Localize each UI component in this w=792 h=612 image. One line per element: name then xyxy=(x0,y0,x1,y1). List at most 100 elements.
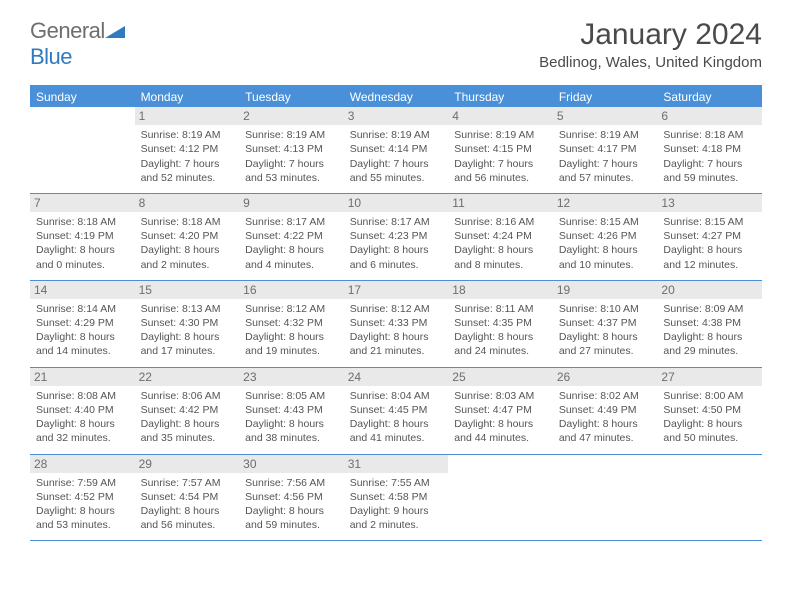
daylight-line-1: Daylight: 8 hours xyxy=(350,417,443,431)
daylight-line-1: Daylight: 7 hours xyxy=(141,157,234,171)
daylight-line-1: Daylight: 8 hours xyxy=(559,417,652,431)
daylight-line-2: and 17 minutes. xyxy=(141,344,234,358)
daylight-line-2: and 8 minutes. xyxy=(454,258,547,272)
logo: General Blue xyxy=(30,18,125,70)
sunrise-line: Sunrise: 8:05 AM xyxy=(245,389,338,403)
daylight-line-2: and 47 minutes. xyxy=(559,431,652,445)
daylight-line-2: and 19 minutes. xyxy=(245,344,338,358)
sunrise-line: Sunrise: 8:08 AM xyxy=(36,389,129,403)
sunrise-line: Sunrise: 8:13 AM xyxy=(141,302,234,316)
day-cell: 7Sunrise: 8:18 AMSunset: 4:19 PMDaylight… xyxy=(30,194,135,280)
daylight-line-1: Daylight: 8 hours xyxy=(245,330,338,344)
day-number: 20 xyxy=(657,281,762,299)
daylight-line-2: and 50 minutes. xyxy=(663,431,756,445)
day-cell: 5Sunrise: 8:19 AMSunset: 4:17 PMDaylight… xyxy=(553,107,658,193)
daylight-line-1: Daylight: 8 hours xyxy=(141,417,234,431)
daylight-line-2: and 52 minutes. xyxy=(141,171,234,185)
day-cell: 17Sunrise: 8:12 AMSunset: 4:33 PMDayligh… xyxy=(344,281,449,367)
day-number: 1 xyxy=(135,107,240,125)
sunrise-line: Sunrise: 8:19 AM xyxy=(350,128,443,142)
day-number: 24 xyxy=(344,368,449,386)
daylight-line-2: and 27 minutes. xyxy=(559,344,652,358)
daylight-line-1: Daylight: 8 hours xyxy=(141,243,234,257)
sunset-line: Sunset: 4:38 PM xyxy=(663,316,756,330)
day-of-week-header: Wednesday xyxy=(344,87,449,107)
sunset-line: Sunset: 4:14 PM xyxy=(350,142,443,156)
day-number: 11 xyxy=(448,194,553,212)
day-number: 21 xyxy=(30,368,135,386)
day-cell: 29Sunrise: 7:57 AMSunset: 4:54 PMDayligh… xyxy=(135,455,240,541)
day-number: 19 xyxy=(553,281,658,299)
daylight-line-1: Daylight: 8 hours xyxy=(663,417,756,431)
day-of-week-row: SundayMondayTuesdayWednesdayThursdayFrid… xyxy=(30,87,762,107)
sunset-line: Sunset: 4:26 PM xyxy=(559,229,652,243)
daylight-line-1: Daylight: 8 hours xyxy=(454,417,547,431)
daylight-line-1: Daylight: 8 hours xyxy=(245,504,338,518)
daylight-line-2: and 55 minutes. xyxy=(350,171,443,185)
sunrise-line: Sunrise: 7:56 AM xyxy=(245,476,338,490)
month-title: January 2024 xyxy=(539,18,762,52)
daylight-line-1: Daylight: 8 hours xyxy=(663,330,756,344)
daylight-line-1: Daylight: 8 hours xyxy=(141,330,234,344)
daylight-line-1: Daylight: 8 hours xyxy=(454,243,547,257)
week-row: 21Sunrise: 8:08 AMSunset: 4:40 PMDayligh… xyxy=(30,368,762,455)
day-of-week-header: Tuesday xyxy=(239,87,344,107)
day-number: 3 xyxy=(344,107,449,125)
sunset-line: Sunset: 4:58 PM xyxy=(350,490,443,504)
sunrise-line: Sunrise: 8:17 AM xyxy=(245,215,338,229)
sunset-line: Sunset: 4:40 PM xyxy=(36,403,129,417)
day-cell: 28Sunrise: 7:59 AMSunset: 4:52 PMDayligh… xyxy=(30,455,135,541)
sunset-line: Sunset: 4:47 PM xyxy=(454,403,547,417)
day-cell: 27Sunrise: 8:00 AMSunset: 4:50 PMDayligh… xyxy=(657,368,762,454)
sunset-line: Sunset: 4:45 PM xyxy=(350,403,443,417)
title-block: January 2024 Bedlinog, Wales, United Kin… xyxy=(539,18,762,71)
daylight-line-1: Daylight: 8 hours xyxy=(141,504,234,518)
week-row: 1Sunrise: 8:19 AMSunset: 4:12 PMDaylight… xyxy=(30,107,762,194)
daylight-line-2: and 14 minutes. xyxy=(36,344,129,358)
day-cell: 10Sunrise: 8:17 AMSunset: 4:23 PMDayligh… xyxy=(344,194,449,280)
sunset-line: Sunset: 4:50 PM xyxy=(663,403,756,417)
sunrise-line: Sunrise: 8:18 AM xyxy=(663,128,756,142)
day-cell xyxy=(30,107,135,193)
sunrise-line: Sunrise: 8:10 AM xyxy=(559,302,652,316)
sunrise-line: Sunrise: 7:57 AM xyxy=(141,476,234,490)
daylight-line-1: Daylight: 8 hours xyxy=(350,243,443,257)
daylight-line-2: and 12 minutes. xyxy=(663,258,756,272)
daylight-line-2: and 44 minutes. xyxy=(454,431,547,445)
sunrise-line: Sunrise: 8:15 AM xyxy=(559,215,652,229)
sunrise-line: Sunrise: 8:15 AM xyxy=(663,215,756,229)
day-cell xyxy=(448,455,553,541)
logo-text: General Blue xyxy=(30,18,125,70)
daylight-line-1: Daylight: 7 hours xyxy=(350,157,443,171)
day-number: 9 xyxy=(239,194,344,212)
logo-triangle-icon xyxy=(105,24,125,40)
day-cell: 16Sunrise: 8:12 AMSunset: 4:32 PMDayligh… xyxy=(239,281,344,367)
day-number: 18 xyxy=(448,281,553,299)
daylight-line-1: Daylight: 9 hours xyxy=(350,504,443,518)
sunrise-line: Sunrise: 8:18 AM xyxy=(36,215,129,229)
daylight-line-1: Daylight: 8 hours xyxy=(36,417,129,431)
daylight-line-2: and 38 minutes. xyxy=(245,431,338,445)
daylight-line-1: Daylight: 8 hours xyxy=(559,330,652,344)
day-number: 13 xyxy=(657,194,762,212)
sunset-line: Sunset: 4:37 PM xyxy=(559,316,652,330)
day-number: 16 xyxy=(239,281,344,299)
sunset-line: Sunset: 4:29 PM xyxy=(36,316,129,330)
daylight-line-1: Daylight: 8 hours xyxy=(663,243,756,257)
day-number: 17 xyxy=(344,281,449,299)
sunrise-line: Sunrise: 8:02 AM xyxy=(559,389,652,403)
day-number: 12 xyxy=(553,194,658,212)
daylight-line-2: and 35 minutes. xyxy=(141,431,234,445)
day-cell: 26Sunrise: 8:02 AMSunset: 4:49 PMDayligh… xyxy=(553,368,658,454)
day-number: 22 xyxy=(135,368,240,386)
sunrise-line: Sunrise: 8:18 AM xyxy=(141,215,234,229)
sunset-line: Sunset: 4:56 PM xyxy=(245,490,338,504)
header: General Blue January 2024 Bedlinog, Wale… xyxy=(0,0,792,77)
sunrise-line: Sunrise: 8:19 AM xyxy=(559,128,652,142)
daylight-line-2: and 57 minutes. xyxy=(559,171,652,185)
day-number: 5 xyxy=(553,107,658,125)
day-cell xyxy=(657,455,762,541)
sunset-line: Sunset: 4:54 PM xyxy=(141,490,234,504)
day-cell: 24Sunrise: 8:04 AMSunset: 4:45 PMDayligh… xyxy=(344,368,449,454)
sunset-line: Sunset: 4:35 PM xyxy=(454,316,547,330)
